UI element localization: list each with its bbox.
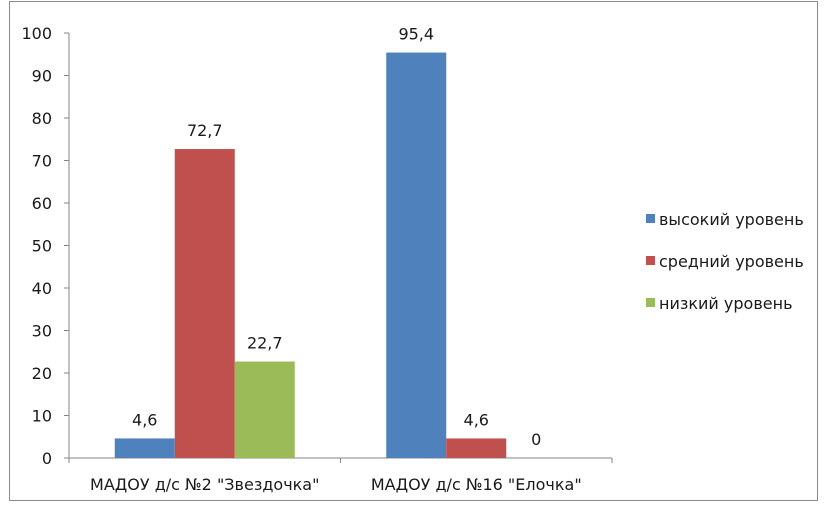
data-label: 72,7 (187, 121, 223, 140)
y-tick-label: 40 (32, 279, 52, 298)
legend-swatch (646, 298, 655, 307)
bar[interactable] (234, 361, 295, 458)
y-tick-label: 100 (21, 24, 52, 43)
bar[interactable] (386, 52, 447, 459)
legend-label: низкий уровень (659, 294, 793, 313)
x-category-label: МАДОУ д/с №2 "Звездочка" (90, 475, 319, 494)
bar[interactable] (174, 149, 235, 458)
legend-swatch (646, 256, 655, 265)
data-label: 95,4 (398, 25, 434, 44)
data-label: 22,7 (247, 334, 283, 353)
data-label: 4,6 (464, 410, 489, 429)
y-tick-label: 20 (32, 364, 52, 383)
y-tick-label: 30 (32, 322, 52, 341)
y-tick-label: 50 (32, 237, 52, 256)
y-tick-label: 60 (32, 194, 52, 213)
y-tick-label: 70 (32, 152, 52, 171)
bar[interactable] (446, 438, 507, 458)
data-label: 4,6 (132, 410, 157, 429)
legend-label: средний уровень (659, 252, 804, 271)
y-tick-label: 90 (32, 67, 52, 86)
bar[interactable] (114, 438, 175, 458)
y-tick-label: 10 (32, 407, 52, 426)
y-tick-label: 0 (42, 449, 52, 468)
legend-label: высокий уровень (659, 210, 804, 229)
y-tick-label: 80 (32, 109, 52, 128)
data-label: 0 (531, 430, 541, 449)
legend-swatch (646, 214, 655, 223)
x-category-label: МАДОУ д/с №16 "Елочка" (371, 475, 582, 494)
